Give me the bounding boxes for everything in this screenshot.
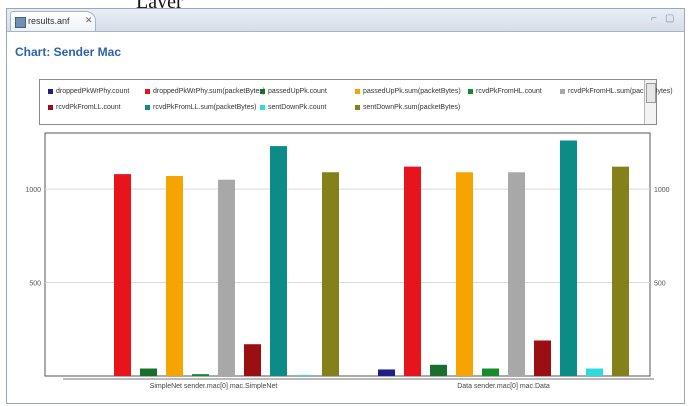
bar	[586, 368, 603, 376]
legend-swatch	[355, 88, 360, 94]
maximize-icon[interactable]: ▢	[665, 13, 675, 24]
legend-swatch	[48, 104, 53, 110]
bar	[244, 344, 261, 376]
bar	[534, 340, 551, 376]
y-tick-label-left: 1000	[25, 187, 41, 194]
legend-swatch	[48, 88, 53, 94]
legend-swatch	[468, 88, 473, 94]
bar	[166, 175, 183, 376]
bar	[270, 146, 287, 376]
results-file-icon	[15, 17, 26, 28]
legend-label: passedUpPk.count	[268, 88, 327, 95]
legend-item: sentDownPk.count	[260, 104, 326, 111]
legend-label: droppedPkWrPhy.sum(packetBytes)	[153, 88, 266, 95]
legend-item: rcvdPkFromHL.count	[468, 88, 542, 95]
bar	[378, 369, 395, 376]
legend-label: rcvdPkFromHL.sum(packetBytes)	[568, 88, 673, 95]
close-icon[interactable]: ✕	[85, 15, 93, 25]
bar	[218, 179, 235, 376]
bars-layer	[114, 140, 629, 376]
tab-results[interactable]: results.anf ✕	[10, 11, 96, 31]
bar	[482, 368, 499, 376]
tab-label: results.anf	[28, 16, 70, 26]
legend-item: passedUpPk.sum(packetBytes)	[355, 88, 461, 95]
legend-label: rcvdPkFromLL.sum(packetBytes)	[153, 104, 257, 111]
category-layer: SimpleNet sender.mac[0] mac.SimpleNet Dat…	[63, 378, 654, 390]
legend-label: rcvdPkFromLL.count	[56, 104, 121, 111]
legend-item: sentDownPk.sum(packetBytes)	[355, 104, 460, 111]
bar	[296, 375, 313, 376]
y-tick-label-right: 500	[654, 281, 666, 288]
legend-swatch	[260, 104, 265, 110]
bar	[114, 174, 131, 376]
chart-title: Chart: Sender Mac	[15, 45, 122, 59]
bar	[404, 166, 421, 376]
chart-legend: droppedPkWrPhy.count droppedPkWrPhy.sum(p…	[39, 79, 673, 125]
bar	[456, 172, 473, 376]
legend-label: sentDownPk.sum(packetBytes)	[363, 104, 461, 111]
ticks-layer: 500 500 1000 1000	[25, 187, 669, 287]
legend-label: droppedPkWrPhy.count	[56, 88, 130, 95]
legend-item: droppedPkWrPhy.sum(packetBytes)	[145, 88, 265, 95]
legend-swatch	[145, 88, 150, 94]
legend-swatch	[145, 104, 150, 110]
bar	[430, 364, 447, 376]
plot-area	[44, 132, 651, 377]
legend-scrollbar[interactable]	[644, 80, 656, 124]
legend-swatch	[260, 88, 265, 94]
category-label: SimpleNet sender.mac[0] mac.SimpleNet	[150, 383, 278, 390]
tab-bar: results.anf ✕ ⌐ ▢	[7, 9, 684, 32]
legend-item: rcvdPkFromHL.sum(packetBytes)	[560, 88, 673, 95]
bar	[140, 368, 157, 376]
bar	[612, 166, 629, 376]
legend-swatch	[355, 104, 360, 110]
legend-swatch	[560, 88, 565, 94]
bar	[560, 140, 577, 376]
legend-item: rcvdPkFromLL.count	[48, 104, 121, 111]
legend-scrollbar-thumb[interactable]	[646, 83, 656, 103]
y-tick-label-right: 1000	[654, 187, 670, 194]
legend-item: droppedPkWrPhy.count	[48, 88, 129, 95]
legend-item: rcvdPkFromLL.sum(packetBytes)	[145, 104, 256, 111]
y-tick-label-left: 500	[29, 281, 41, 288]
legend-label: sentDownPk.count	[268, 104, 327, 111]
grid-layer	[45, 188, 650, 284]
legend-label: rcvdPkFromHL.count	[476, 88, 542, 95]
bar	[322, 172, 339, 376]
legend-item: passedUpPk.count	[260, 88, 327, 95]
category-label: Data sender.mac[0] mac.Data	[457, 383, 550, 390]
bar	[192, 374, 209, 376]
minimize-icon[interactable]: ⌐	[651, 13, 657, 24]
bar	[508, 172, 525, 376]
legend-label: passedUpPk.sum(packetBytes)	[363, 88, 461, 95]
